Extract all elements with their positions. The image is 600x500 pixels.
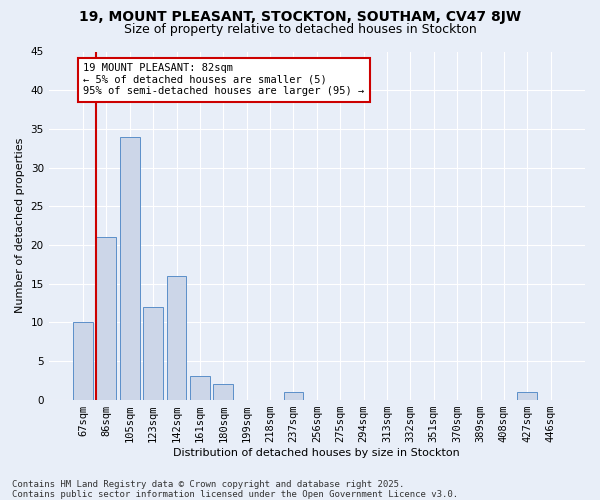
Text: Size of property relative to detached houses in Stockton: Size of property relative to detached ho… (124, 22, 476, 36)
Bar (143, 307, 163, 400)
Bar (73, 322, 93, 400)
Text: 19, MOUNT PLEASANT, STOCKTON, SOUTHAM, CV47 8JW: 19, MOUNT PLEASANT, STOCKTON, SOUTHAM, C… (79, 10, 521, 24)
X-axis label: Distribution of detached houses by size in Stockton: Distribution of detached houses by size … (173, 448, 460, 458)
Text: Contains HM Land Registry data © Crown copyright and database right 2025.
Contai: Contains HM Land Registry data © Crown c… (12, 480, 458, 499)
Bar (214, 384, 233, 400)
Bar (190, 376, 210, 400)
Text: 19 MOUNT PLEASANT: 82sqm
← 5% of detached houses are smaller (5)
95% of semi-det: 19 MOUNT PLEASANT: 82sqm ← 5% of detache… (83, 63, 365, 96)
Bar (120, 136, 140, 400)
Y-axis label: Number of detached properties: Number of detached properties (15, 138, 25, 313)
Bar (167, 276, 187, 400)
Bar (97, 237, 116, 400)
Bar (517, 392, 537, 400)
Bar (284, 392, 304, 400)
